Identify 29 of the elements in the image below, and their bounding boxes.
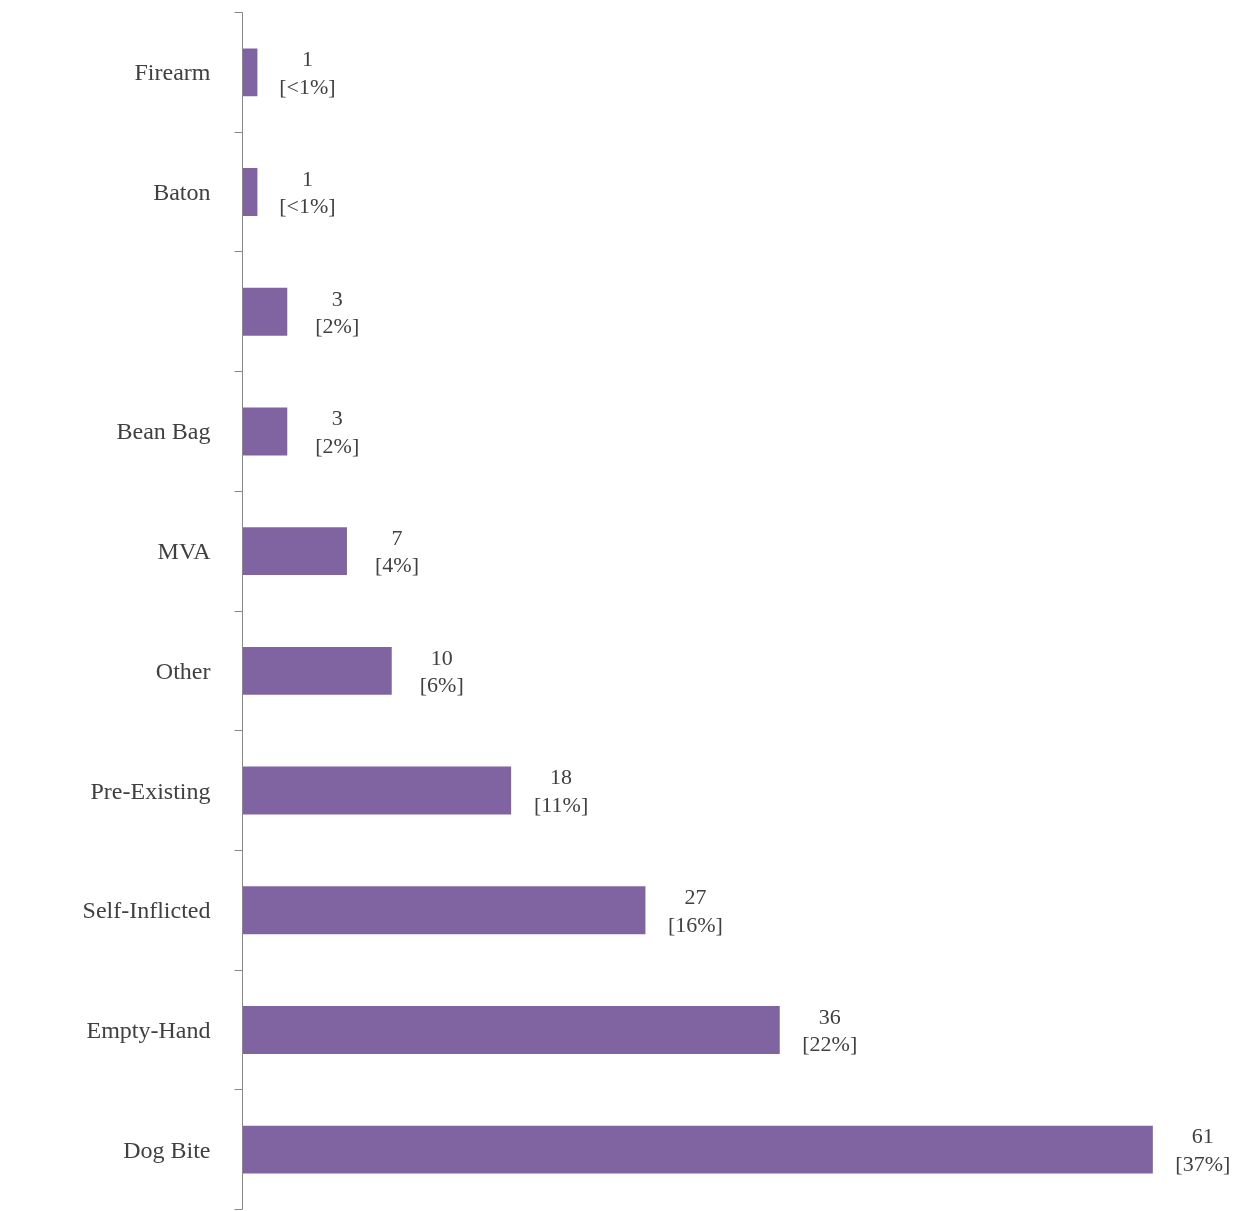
data-label: 61 [37%] — [1175, 1123, 1231, 1176]
y-tick-label: Self-Inflicted — [82, 897, 211, 924]
data-label: 10 [6%] — [419, 644, 464, 698]
y-tick-label: Empty-Hand — [86, 1016, 211, 1043]
data-label: 3 [2%] — [315, 285, 360, 338]
bar — [242, 646, 392, 695]
y-tick-label: Baton — [153, 179, 211, 206]
bar — [242, 527, 347, 576]
y-tick-label: MVA — [157, 538, 212, 565]
data-label: 1 [<1%] — [279, 46, 336, 99]
data-label: 3 [2%] — [315, 405, 360, 458]
data-label: 1 [<1%] — [279, 165, 336, 219]
bar — [242, 766, 512, 815]
data-label: 18 [11%] — [534, 764, 589, 817]
bar — [242, 407, 288, 456]
y-tick-label: Firearm — [134, 59, 211, 86]
data-label: 7 [4%] — [374, 524, 419, 578]
bar — [242, 168, 258, 216]
y-tick-label: Bean Bag — [116, 418, 211, 445]
bar — [242, 886, 646, 935]
y-tick-label: Pre-Existing — [90, 777, 211, 804]
data-label: 36 [22%] — [802, 1003, 858, 1057]
y-tick-label: Dog Bite — [123, 1136, 211, 1163]
data-label: 27 [16%] — [667, 884, 723, 937]
bar — [242, 48, 258, 97]
bar — [242, 1006, 780, 1054]
bar — [242, 1125, 1153, 1174]
bar — [242, 287, 288, 336]
y-tick-label: Other — [155, 657, 211, 684]
